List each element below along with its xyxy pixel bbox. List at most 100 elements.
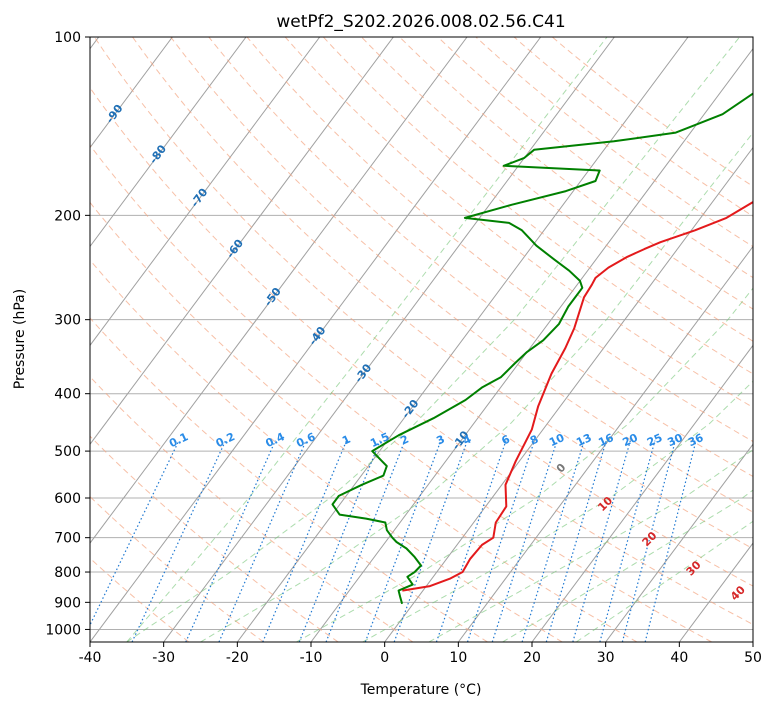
mixing-ratio-label: 3 bbox=[434, 433, 446, 448]
moist-adiabat-line bbox=[200, 131, 753, 642]
chart-title: wetPf2_S202.2026.008.02.56.C41 bbox=[276, 12, 565, 32]
moist-adiabat-line bbox=[502, 489, 753, 642]
dry-adiabat-line bbox=[90, 259, 563, 642]
mixing-ratio-label: 13 bbox=[574, 431, 593, 449]
x-axis: -40 -30 -20 -10 0 10 20 30 40 50 bbox=[79, 642, 762, 666]
mixing-ratio-line bbox=[325, 440, 406, 642]
isotherm-line bbox=[457, 245, 753, 642]
mixing-ratio-label: 25 bbox=[645, 431, 664, 449]
moist-adiabat-label: 40 bbox=[728, 583, 748, 603]
dry-adiabat-line bbox=[361, 37, 753, 342]
isotherm-line bbox=[90, 37, 468, 544]
mixing-ratio-line bbox=[90, 440, 180, 627]
mixing-ratio-line bbox=[131, 440, 227, 642]
mixing-ratio-line bbox=[572, 440, 631, 642]
mixing-ratio-line bbox=[364, 440, 442, 642]
mixing-ratio-label: 1.5 bbox=[368, 430, 391, 450]
dry-adiabat-line bbox=[90, 496, 264, 642]
y-tick-label: 600 bbox=[54, 491, 81, 507]
mixing-ratio-label: 0.2 bbox=[214, 430, 237, 450]
y-tick-label: 300 bbox=[54, 313, 81, 329]
mixing-ratio-label: 1 bbox=[340, 433, 352, 448]
x-tick-label: 10 bbox=[449, 650, 467, 666]
dry-adiabat-line bbox=[90, 375, 414, 642]
mixing-ratio-label: 10 bbox=[547, 431, 567, 449]
mixing-ratio-line bbox=[545, 440, 607, 642]
isotherm-line bbox=[90, 37, 173, 149]
isotherm-line bbox=[605, 443, 753, 642]
y-axis-label: Pressure (hPa) bbox=[12, 289, 28, 389]
y-tick-label: 400 bbox=[54, 387, 81, 403]
isotherm-line bbox=[310, 47, 753, 642]
dry-adiabat-line bbox=[90, 201, 638, 642]
isotherm-line bbox=[384, 146, 753, 642]
y-tick-label: 100 bbox=[54, 30, 81, 46]
mixing-ratio-line bbox=[185, 440, 276, 642]
mixing-ratio-line bbox=[599, 440, 656, 642]
dry-adiabat-line bbox=[90, 86, 753, 626]
x-tick-label: -40 bbox=[79, 650, 102, 666]
mixing-ratio-line bbox=[521, 440, 585, 642]
mixing-ratio-label: 0.1 bbox=[167, 430, 190, 450]
mixing-ratio-label: 30 bbox=[665, 431, 685, 449]
dry-adiabat-line bbox=[208, 37, 753, 478]
x-tick-label: 0 bbox=[380, 650, 389, 666]
isotherm-label: -30 bbox=[352, 361, 375, 385]
isotherm-line bbox=[531, 344, 753, 642]
mixing-ratio-line bbox=[218, 440, 307, 642]
isotherm-label: -50 bbox=[262, 285, 285, 309]
y-tick-label: 900 bbox=[54, 595, 81, 611]
data-lines bbox=[331, 92, 753, 605]
mixing-ratio-label: 0.4 bbox=[264, 430, 287, 450]
mixing-ratio-label: 16 bbox=[596, 431, 616, 449]
y-tick-label: 200 bbox=[54, 208, 81, 224]
isotherm-line bbox=[236, 37, 689, 642]
background-lines bbox=[90, 37, 753, 642]
x-tick-label: 30 bbox=[597, 650, 615, 666]
mixing-ratio-line bbox=[262, 440, 348, 642]
isotherm-label: -20 bbox=[399, 397, 422, 421]
x-tick-label: -30 bbox=[152, 650, 175, 666]
mixing-ratio-label: 20 bbox=[620, 431, 640, 449]
mixing-ratio-line bbox=[621, 440, 676, 642]
plot-frame bbox=[89, 36, 754, 643]
isotherm-label: -60 bbox=[224, 237, 247, 261]
mixing-ratio-line bbox=[466, 440, 536, 642]
dry-adiabat-line bbox=[170, 37, 753, 513]
mixing-ratio-line bbox=[393, 440, 468, 642]
isotherm-label: -70 bbox=[188, 186, 211, 210]
mixing-ratio-line bbox=[644, 440, 697, 642]
dry-adiabat-line bbox=[90, 317, 488, 642]
x-axis-label: Temperature (°C) bbox=[360, 682, 482, 698]
moist-adiabat-line bbox=[126, 37, 608, 642]
isotherm-label: -90 bbox=[103, 102, 126, 126]
temperature-profile bbox=[402, 200, 753, 592]
mixing-ratio-line bbox=[435, 440, 507, 642]
isotherm-line bbox=[90, 37, 321, 347]
dry-adiabat-line bbox=[90, 144, 712, 642]
dry-adiabat-line bbox=[551, 37, 753, 187]
mixing-ratio-label: 36 bbox=[686, 431, 706, 449]
mixing-ratio-line bbox=[298, 440, 381, 642]
x-tick-label: 20 bbox=[523, 650, 541, 666]
x-tick-label: 50 bbox=[744, 650, 762, 666]
y-tick-label: 1000 bbox=[45, 622, 81, 638]
isotherm-label: -80 bbox=[147, 142, 170, 166]
y-tick-label: 500 bbox=[54, 444, 81, 460]
isotherm-line bbox=[163, 37, 615, 642]
isotherm-line bbox=[752, 641, 753, 642]
mixing-ratio-label: 6 bbox=[500, 432, 513, 447]
dry-adiabat-line bbox=[475, 37, 753, 248]
mixing-ratio-line bbox=[491, 440, 558, 642]
mixing-ratio-label: 0.6 bbox=[294, 430, 317, 450]
dewpoint-profile bbox=[331, 92, 753, 605]
isotherm-line bbox=[90, 37, 247, 248]
x-tick-label: 40 bbox=[670, 650, 688, 666]
dry-adiabat-line bbox=[513, 37, 753, 217]
dry-adiabat-line bbox=[437, 37, 753, 279]
y-axis: 100 200 300 400 500 600 700 800 900 1000 bbox=[45, 30, 90, 638]
y-tick-label: 800 bbox=[54, 565, 81, 581]
dry-adiabat-line bbox=[93, 37, 753, 587]
mixing-ratio-label: 2 bbox=[398, 433, 410, 448]
